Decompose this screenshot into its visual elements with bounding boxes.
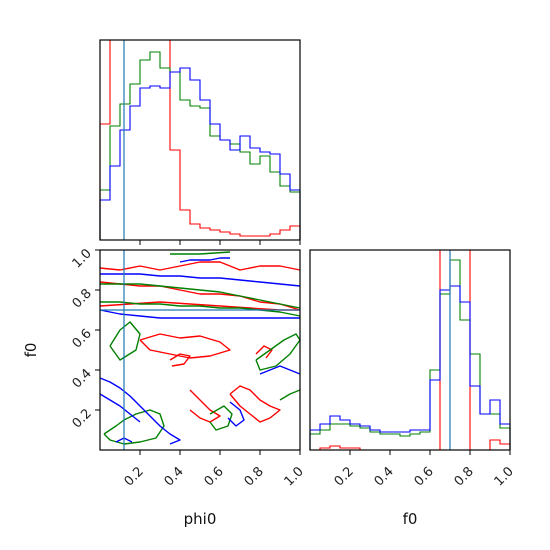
histogram-f0-background: [310, 250, 510, 450]
histogram-f0-frame: [309, 249, 511, 451]
contour-blue-level: [259, 365, 301, 375]
contour-panel-phi0-f0: 0.2 0.2 0.4 0.4 0.6 0.6 0.8 0.8 1.0 1.0: [70, 246, 307, 489]
contour-green-level: [103, 409, 165, 445]
contour-red-level: [189, 389, 221, 423]
contour-blue-level: [179, 257, 230, 263]
contour-green-level: [279, 389, 301, 401]
contour-blue-level: [99, 377, 181, 445]
x-axis-label-phi0: phi0: [184, 510, 217, 528]
contour-xtick-label: 0.4: [162, 464, 187, 489]
histogram-phi0-panel: [99, 39, 301, 245]
phi0-blue-histogram: [99, 67, 301, 240]
contour-blue-level: [99, 309, 300, 319]
contour-ytick-label: 0.6: [70, 326, 95, 351]
contour-blue-level: [227, 401, 245, 427]
f0-blue-histogram: [309, 285, 511, 450]
contour-green-level: [100, 283, 301, 309]
contour-xtick-label: 0.2: [122, 464, 147, 489]
contour-xtick-label: 1.0: [282, 464, 307, 489]
contour-red-level: [99, 261, 301, 271]
contour-ytick-label: 0.2: [70, 406, 95, 431]
histogram-f0-ticks: 0.2 0.4 0.6 0.8 1.0: [332, 450, 517, 489]
histogram-f0-xtick-label: 0.2: [332, 464, 357, 489]
histogram-f0-xtick-label: 0.6: [412, 464, 437, 489]
contour-red-level: [229, 385, 281, 423]
contour-green-level: [170, 251, 231, 255]
contour-green-level: [109, 321, 141, 361]
histogram-phi0-background: [100, 40, 300, 240]
histogram-f0-xtick-label: 0.8: [452, 464, 477, 489]
contour-series-group: [99, 251, 301, 445]
histogram-f0-xtick-label: 0.4: [372, 464, 397, 489]
phi0-green-histogram: [99, 51, 301, 240]
contour-red-level: [255, 345, 273, 359]
x-axis-label-f0: f0: [403, 510, 418, 528]
contour-xtick-label: 0.6: [202, 464, 227, 489]
histogram-f0-xtick-label: 1.0: [492, 464, 517, 489]
contour-xtick-label: 0.8: [242, 464, 267, 489]
contour-red-level: [169, 353, 191, 367]
contour-ytick-label: 1.0: [70, 246, 95, 271]
histogram-f0-panel: 0.2 0.4 0.6 0.8 1.0: [309, 249, 517, 489]
contour-panel-frame: [99, 249, 301, 451]
histogram-phi0-ticks: [139, 240, 301, 245]
contour-blue-level: [100, 273, 301, 287]
contour-red-level: [99, 281, 301, 311]
contour-red-level: [139, 333, 231, 359]
contour-ytick-label: 0.4: [70, 366, 95, 391]
contour-blue-level: [99, 393, 141, 423]
contour-ytick-label: 0.8: [70, 286, 95, 311]
histogram-phi0-frame: [99, 39, 301, 241]
contour-green-level: [100, 301, 301, 317]
y-axis-label-f0: f0: [22, 343, 40, 358]
f0-green-histogram: [309, 259, 511, 450]
